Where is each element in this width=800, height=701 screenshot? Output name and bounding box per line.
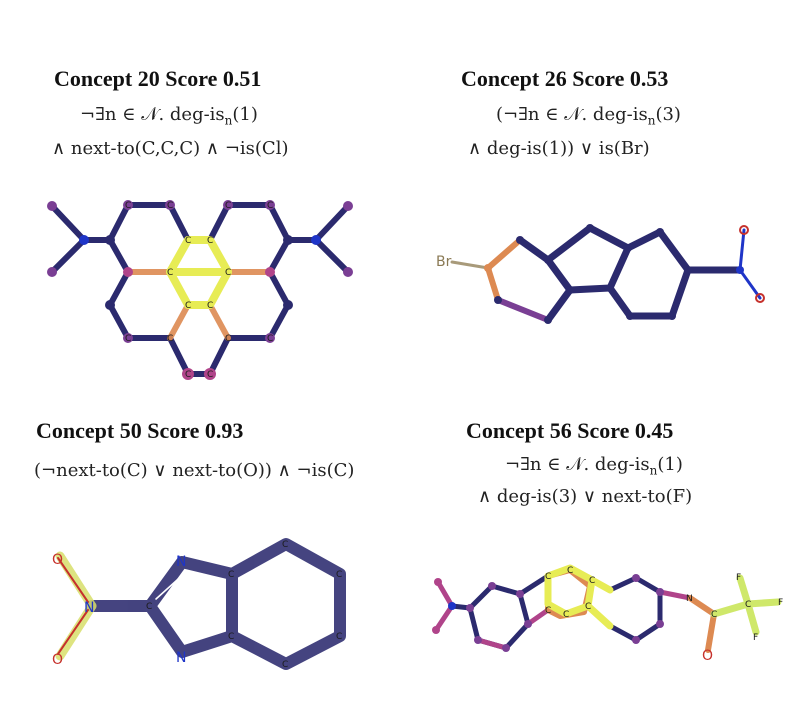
atom-label-c: C — [207, 236, 213, 246]
atom-label-c: C — [545, 572, 551, 582]
atom-label-c: C — [282, 540, 288, 550]
molecule-4: C C C C C C C C N O F F F — [432, 564, 783, 664]
atom-label-c: C — [585, 602, 591, 612]
atom-label-c: C — [225, 334, 231, 344]
molecule-1-atoms — [47, 200, 353, 380]
panel-1-title: Concept 20 Score 0.51 — [54, 66, 262, 91]
atom-label-c: C — [267, 201, 273, 211]
panel-3-title: Concept 50 Score 0.93 — [36, 418, 244, 443]
atom-label-n: N — [176, 554, 186, 570]
atom-label-c: C — [711, 610, 717, 620]
atom-label-c: C — [589, 576, 595, 586]
atom-label-c: C — [225, 268, 231, 278]
atom-label-n: N — [176, 650, 186, 666]
panel-4-title: Concept 56 Score 0.45 — [466, 418, 674, 443]
atom-label-c: C — [282, 660, 288, 670]
atom-label-c: C — [185, 370, 191, 380]
panel-1-formula-line-1: ¬∃n ∈ 𝒩. deg-isn(1) — [80, 104, 258, 128]
panel-4-formula-line-1: ¬∃n ∈ 𝒩. deg-isn(1) — [505, 454, 683, 478]
molecule-3: O O N N N C C C C C C C — [52, 538, 346, 670]
panel-2-formula-line-2: ∧ deg-is(1)) ∨ is(Br) — [468, 138, 650, 159]
atom-label-c: C — [228, 570, 234, 580]
atom-label-c: C — [167, 201, 173, 211]
atom-label-c: C — [146, 602, 152, 612]
atom-label-c: C — [336, 570, 342, 580]
atom-label-n: N — [686, 594, 693, 604]
atom-label-c: C — [167, 268, 173, 278]
atom-label-o: O — [702, 648, 713, 664]
atom-label-n: N — [84, 600, 94, 616]
atom-label-c: C — [267, 334, 273, 344]
panel-4-formula-line-2: ∧ deg-is(3) ∨ next-to(F) — [478, 486, 693, 507]
atom-label-c: C — [125, 334, 131, 344]
atom-label-c: C — [185, 236, 191, 246]
panel-2-title: Concept 26 Score 0.53 — [461, 66, 669, 91]
atom-label-c: C — [207, 370, 213, 380]
panel-2-formula-line-1: (¬∃n ∈ 𝒩. deg-isn(3) — [496, 104, 681, 128]
atom-label-f: F — [778, 598, 783, 608]
atom-label-c: C — [563, 610, 569, 620]
atom-label-c: C — [185, 301, 191, 311]
atom-label-c: C — [225, 201, 231, 211]
molecule-2: Br — [436, 224, 765, 324]
atom-label-c: C — [167, 334, 173, 344]
atom-label-c: C — [545, 606, 551, 616]
panel-1-formula-line-2: ∧ next-to(C,C,C) ∧ ¬is(Cl) — [52, 138, 289, 159]
atom-label-c: C — [207, 301, 213, 311]
atom-label-o: O — [52, 652, 63, 668]
atom-label-c: C — [228, 632, 234, 642]
atom-label-f: F — [753, 633, 758, 643]
atom-label-c: C — [125, 201, 131, 211]
atom-label-c: C — [567, 566, 573, 576]
panel-3-formula-line-1: (¬next-to(C) ∨ next-to(O)) ∧ ¬is(C) — [34, 460, 355, 481]
atom-label-c: C — [336, 632, 342, 642]
atom-label-c: C — [745, 600, 751, 610]
atom-label-br: Br — [436, 254, 452, 270]
molecule-1: C C C C C C C C C C C C C C C C — [47, 200, 353, 380]
atom-label-o: O — [52, 552, 63, 568]
atom-label-f: F — [736, 573, 741, 583]
